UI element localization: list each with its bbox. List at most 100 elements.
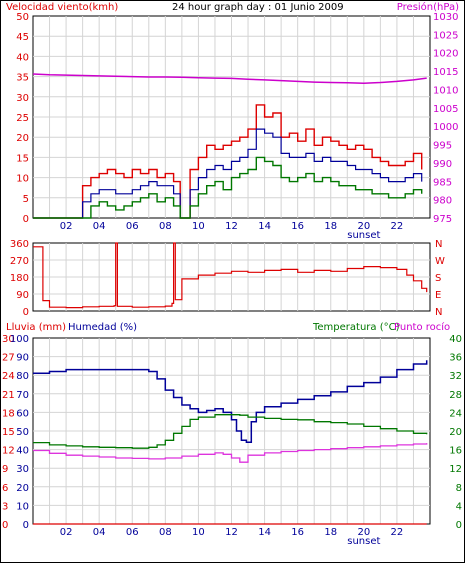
wind-direction-line: [33, 242, 428, 309]
temperature-y-tick-label: 36: [449, 353, 462, 364]
compass-tick-label: W: [435, 256, 445, 267]
pressure-label: Presión(hPa): [397, 1, 459, 13]
wind-mean-line: [33, 128, 423, 219]
humidity-y-tick-label: 70: [16, 390, 29, 401]
rain-y-tick-label: 21: [2, 390, 15, 401]
wind-x-tick-label: 20: [357, 221, 370, 232]
compass-tick-label: N: [435, 307, 442, 318]
humidity-x-tick-label: 16: [291, 527, 304, 538]
rain-y-tick-label: 18: [2, 408, 15, 419]
direction-y-tick-label: 270: [10, 256, 29, 267]
rain-y-tick-label: 9: [2, 464, 8, 475]
temperature-y-tick-label: 24: [449, 408, 462, 419]
chart-title: 24 hour graph day : 01 Junio 2009: [172, 2, 344, 13]
compass-tick-label: E: [435, 290, 441, 301]
direction-y-tick-label: 360: [10, 239, 29, 250]
humidity-y-tick-label: 40: [16, 446, 29, 457]
rain-y-tick-label: 0: [2, 520, 8, 531]
rain-y-tick-label: 24: [2, 371, 15, 382]
dewpoint-line: [33, 443, 428, 463]
wind-x-tick-label: 14: [258, 221, 271, 232]
series-layer: [32, 73, 428, 525]
tick-label-layer: 0510152025303540455097598098599099510001…: [2, 12, 462, 547]
humidity-y-tick-label: 0: [23, 520, 29, 531]
humidity-x-tick-label: 02: [60, 527, 73, 538]
wind-y-tick-label: 35: [16, 73, 29, 84]
temperature-y-tick-label: 12: [449, 464, 462, 475]
wind-x-tick-label: 12: [225, 221, 238, 232]
humidity-y-tick-label: 100: [10, 334, 29, 345]
wind-x-tick-label: 22: [391, 221, 404, 232]
pressure-y-tick-label: 990: [433, 159, 452, 170]
temperature-y-tick-label: 20: [449, 427, 462, 438]
humidity-y-tick-label: 20: [16, 483, 29, 494]
temperature-y-tick-label: 32: [449, 371, 462, 382]
pressure-y-tick-label: 1005: [433, 104, 458, 115]
wind-x-tick-label: 02: [60, 221, 73, 232]
humidity-sunset-label: sunset: [347, 536, 380, 547]
pressure-y-tick-label: 1030: [433, 12, 458, 23]
humidity-x-tick-label: 08: [159, 527, 172, 538]
wind-y-tick-label: 30: [16, 93, 29, 104]
direction-y-tick-label: 90: [16, 290, 29, 301]
pressure-y-tick-label: 1025: [433, 30, 458, 41]
rain-y-tick-label: 6: [2, 483, 8, 494]
temperature-y-tick-label: 28: [449, 390, 462, 401]
humidity-x-tick-label: 12: [225, 527, 238, 538]
wind-x-tick-label: 10: [192, 221, 205, 232]
wind-y-tick-label: 45: [16, 32, 29, 43]
temperature-y-tick-label: 8: [456, 483, 462, 494]
humidity-x-tick-label: 20: [357, 527, 370, 538]
pressure-y-tick-label: 1010: [433, 85, 458, 96]
pressure-y-tick-label: 985: [433, 177, 452, 188]
humidity-x-tick-label: 14: [258, 527, 271, 538]
rain-label: Lluvia (mm): [6, 322, 66, 333]
wind-gust-line: [33, 104, 423, 219]
wind-sunset-label: sunset: [347, 230, 380, 241]
humidity-x-tick-label: 04: [93, 527, 106, 538]
humidity-y-tick-label: 10: [16, 501, 29, 512]
wind-x-tick-label: 06: [126, 221, 139, 232]
humidity-y-tick-label: 80: [16, 371, 29, 382]
humidity-x-tick-label: 06: [126, 527, 139, 538]
wind-min-line: [33, 156, 423, 219]
temperature-label: Temperatura (°C): [312, 322, 400, 333]
humidity-y-tick-label: 60: [16, 408, 29, 419]
humidity-y-tick-label: 50: [16, 427, 29, 438]
pressure-y-tick-label: 975: [433, 214, 452, 225]
temperature-y-tick-label: 4: [456, 501, 462, 512]
direction-y-tick-label: 0: [23, 307, 29, 318]
humidity-y-tick-label: 90: [16, 353, 29, 364]
pressure-line: [32, 73, 427, 84]
rain-y-tick-label: 12: [2, 446, 15, 457]
wind-y-tick-label: 15: [16, 153, 29, 164]
pressure-y-tick-label: 1000: [433, 122, 458, 133]
wind-x-tick-label: 16: [291, 221, 304, 232]
dewpoint-label: Punto rocío: [394, 321, 450, 333]
wind-x-tick-label: 08: [159, 221, 172, 232]
direction-y-tick-label: 180: [10, 273, 29, 284]
humidity-y-tick-label: 30: [16, 464, 29, 475]
humidity-x-tick-label: 22: [391, 527, 404, 538]
rain-y-tick-label: 15: [2, 427, 15, 438]
wind-y-tick-label: 20: [16, 133, 29, 144]
humidity-x-tick-label: 10: [192, 527, 205, 538]
temperature-y-tick-label: 40: [449, 334, 462, 345]
wind-y-tick-label: 10: [16, 174, 29, 185]
rain-y-tick-label: 27: [2, 353, 15, 364]
humidity-x-tick-label: 18: [324, 527, 337, 538]
humidity-label: Humedad (%): [68, 322, 137, 333]
wind-speed-label: Velocidad viento(kmh): [6, 2, 118, 13]
compass-tick-label: S: [435, 273, 441, 284]
temperature-line: [33, 414, 428, 449]
rain-y-tick-label: 3: [2, 501, 8, 512]
rain-y-tick-label: 30: [2, 334, 15, 345]
humidity-line: [33, 360, 428, 443]
wind-y-tick-label: 5: [23, 194, 29, 205]
wind-y-tick-label: 40: [16, 52, 29, 63]
temperature-y-tick-label: 0: [456, 520, 462, 531]
wind-y-tick-label: 50: [16, 12, 29, 23]
temperature-y-tick-label: 16: [449, 446, 462, 457]
pressure-y-tick-label: 995: [433, 141, 452, 152]
